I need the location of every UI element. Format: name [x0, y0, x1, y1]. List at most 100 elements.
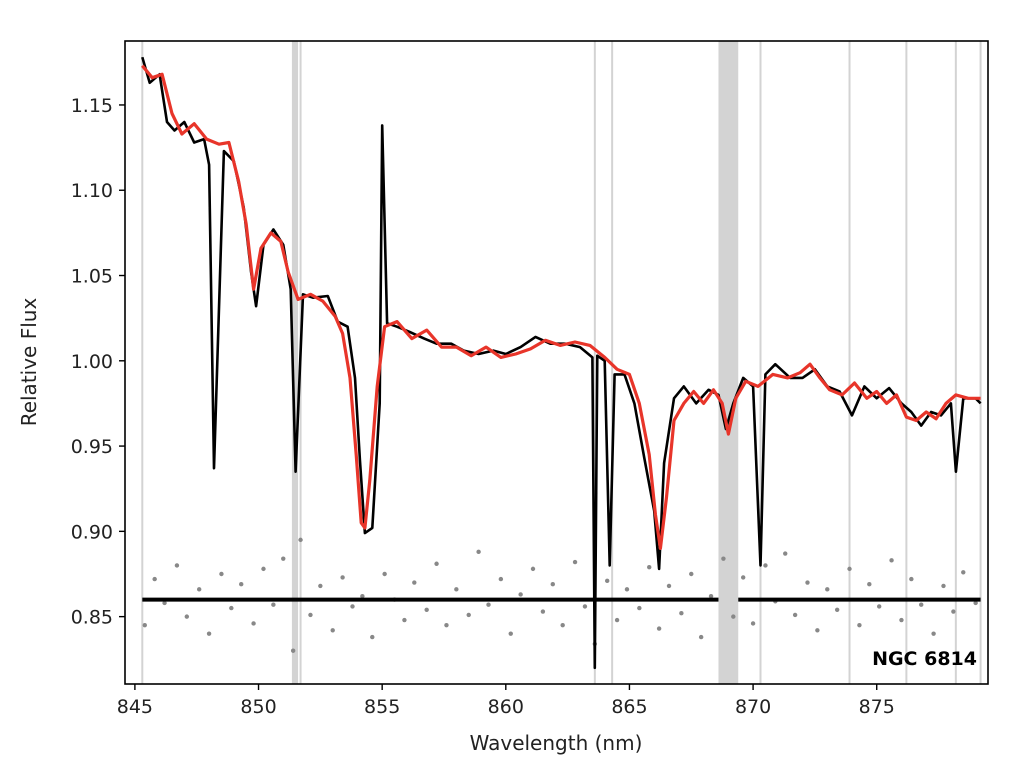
residual-point [308, 612, 313, 618]
residual-point [763, 563, 768, 568]
residual-point [318, 583, 323, 589]
residual-point [271, 602, 276, 607]
residual-point [251, 621, 256, 626]
x-axis-ticks: 845 850 855 860 865 870 875 [117, 684, 895, 718]
residual-point [931, 631, 936, 636]
residual-point [951, 609, 956, 614]
residual-point [834, 607, 840, 613]
x-axis-label: Wavelength (nm) [470, 731, 643, 755]
residual-point [740, 575, 746, 580]
residual-point [219, 571, 224, 577]
residual-point [206, 631, 212, 636]
x-tick-label: 875 [859, 696, 895, 718]
residual-point [656, 626, 662, 631]
residual-point [184, 614, 190, 619]
plot-frame [124, 40, 989, 685]
residual-point [298, 537, 303, 543]
residual-point [350, 604, 355, 609]
residual-point [498, 576, 504, 582]
residual-point [666, 583, 672, 589]
y-tick-label: 1.10 [71, 180, 113, 202]
residual-point [867, 582, 872, 587]
residual-point [876, 604, 882, 609]
residual-point [402, 617, 407, 623]
y-tick-label: 0.85 [71, 607, 113, 629]
residual-point [708, 593, 714, 599]
residual-point [142, 622, 147, 628]
residual-point [330, 628, 335, 633]
residual-point [486, 602, 491, 607]
model-series-line [141, 64, 981, 550]
residual-point [290, 648, 296, 653]
residual-point [560, 622, 565, 628]
residual-point [424, 607, 429, 613]
residual-point [162, 600, 167, 606]
residual-point [229, 605, 234, 611]
residual-point [370, 634, 375, 640]
y-axis-ticks: 0.85 0.90 0.95 1.00 1.05 1.10 1.15 [71, 95, 125, 629]
residual-point [919, 602, 924, 607]
model-fit [141, 64, 981, 550]
masked-band [291, 41, 299, 684]
residual-point [815, 628, 820, 633]
residual-point [941, 583, 946, 589]
residual-points [142, 537, 978, 653]
residual-point [454, 587, 459, 592]
residual-point [530, 566, 536, 572]
x-tick-label: 845 [117, 696, 153, 718]
y-tick-label: 1.00 [71, 351, 113, 373]
residual-point [825, 587, 830, 592]
residual-point [466, 612, 471, 618]
x-tick-label: 870 [735, 696, 771, 718]
residual-point [624, 587, 630, 592]
residual-point [412, 580, 417, 585]
residual-point [281, 556, 286, 561]
y-tick-label: 1.15 [71, 95, 113, 117]
y-tick-label: 0.90 [71, 521, 113, 543]
residual-point [792, 612, 798, 618]
residual-point [899, 617, 904, 623]
residual-point [239, 582, 244, 587]
residual-point [540, 609, 546, 614]
x-tick-label: 855 [364, 696, 400, 718]
residual-point [518, 592, 523, 597]
residual-point [614, 617, 620, 623]
residual-point [434, 561, 439, 566]
residual-point [261, 566, 266, 572]
masked-regions [141, 41, 982, 684]
residual-point [847, 566, 852, 572]
residual-point [961, 570, 966, 575]
y-tick-label: 0.95 [71, 436, 113, 458]
residual-point [508, 631, 513, 636]
residual-point [805, 580, 810, 585]
object-name-label: NGC 6814 [872, 648, 977, 670]
residual-point [196, 587, 202, 592]
residual-point [550, 582, 555, 587]
residual-point [973, 600, 978, 606]
residual-point [444, 622, 449, 628]
residual-point [909, 576, 914, 582]
x-tick-label: 860 [488, 696, 524, 718]
residual-point [360, 593, 365, 599]
residual-point [698, 634, 704, 640]
residual-point [152, 576, 157, 582]
residual-point [572, 559, 578, 565]
residual-point [340, 575, 345, 580]
residual-point [174, 563, 180, 568]
residual-point [889, 558, 894, 563]
residual-point [783, 551, 788, 556]
y-tick-label: 1.05 [71, 266, 113, 288]
residual-point [637, 605, 642, 611]
masked-band [718, 41, 739, 684]
x-tick-label: 850 [240, 696, 276, 718]
residual-point [857, 622, 862, 628]
x-tick-label: 865 [611, 696, 647, 718]
residual-point [679, 611, 684, 616]
residual-point [604, 578, 610, 584]
residual-point [382, 571, 387, 577]
residual-point [647, 564, 652, 570]
residual-point [689, 571, 694, 577]
residual-point [750, 621, 756, 626]
